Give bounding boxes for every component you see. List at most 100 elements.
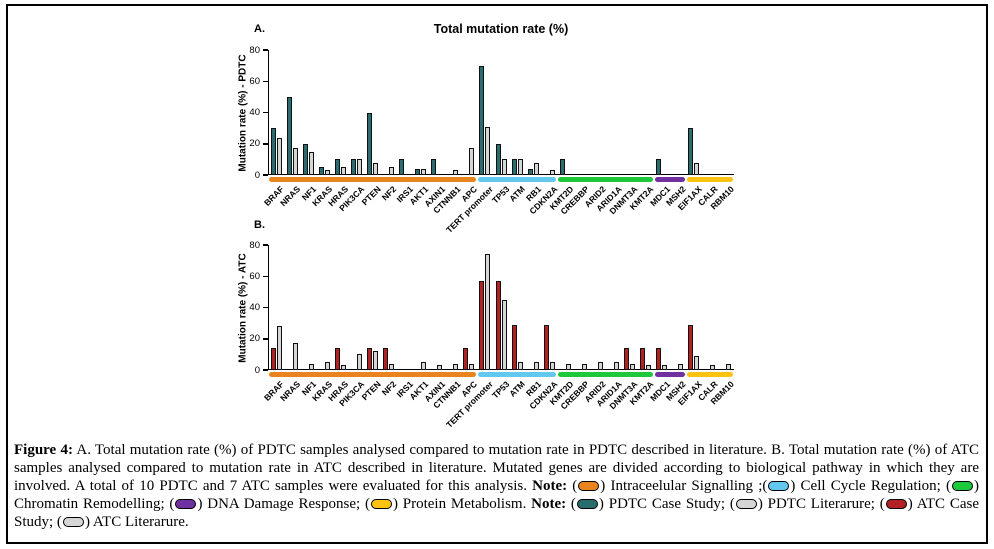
atc-literature-swatch: [62, 517, 84, 527]
bar: [421, 168, 427, 175]
plot-area: [268, 245, 734, 370]
bar: [350, 159, 356, 175]
bar: [662, 365, 668, 370]
plot-area: [268, 50, 734, 175]
x-tick-label: NF2: [380, 379, 399, 398]
caption-text: Note:: [531, 496, 567, 512]
bar: [485, 254, 491, 370]
caption-text: Note:: [532, 478, 568, 494]
figure-border: [6, 4, 988, 544]
pathway-band-chromatin-remodelling: [558, 177, 653, 182]
dna-damage-response-swatch: [175, 499, 197, 509]
bar: [688, 324, 694, 370]
bar: [356, 159, 362, 175]
bar: [479, 280, 485, 370]
bar: [453, 363, 459, 370]
bar: [389, 167, 395, 175]
bar: [276, 137, 282, 175]
bar: [302, 143, 308, 175]
bar: [356, 354, 362, 370]
pdtc-case-study-swatch: [576, 499, 598, 509]
bar: [334, 159, 340, 175]
bar: [613, 362, 619, 370]
y-tick-mark: [263, 306, 268, 309]
bar: [415, 168, 421, 175]
bar: [495, 280, 501, 370]
y-tick-mark: [263, 338, 268, 340]
bar: [527, 168, 533, 175]
bar: [710, 365, 716, 370]
bar: [559, 159, 565, 175]
bar: [656, 348, 662, 370]
caption-text: ) Intraceelular Signalling ;(: [600, 478, 768, 494]
bar: [511, 159, 517, 175]
bar: [688, 128, 694, 175]
caption-text: A. Total mutation rate (%) of PDTC sampl…: [14, 442, 979, 494]
bar: [624, 348, 630, 370]
bar: [399, 159, 405, 175]
bar: [517, 362, 523, 370]
bar: [421, 362, 427, 370]
panel-a-label: A.: [254, 23, 265, 35]
bar: [334, 348, 340, 370]
bar: [286, 96, 292, 175]
y-tick-label: 20: [249, 333, 260, 345]
bar: [276, 326, 282, 370]
bar: [340, 167, 346, 175]
protein-metabolism-swatch: [370, 499, 392, 509]
bar: [533, 162, 539, 175]
bar: [389, 363, 395, 370]
pathway-band-protein-metabolism: [686, 372, 733, 377]
bar: [383, 348, 389, 370]
caption-text: Figure 4:: [14, 442, 73, 458]
bar: [630, 363, 636, 370]
pathway-band-protein-metabolism: [686, 177, 733, 182]
y-tick-label: 20: [249, 138, 260, 150]
bar: [501, 299, 507, 370]
bar: [694, 162, 700, 175]
bar: [646, 365, 652, 370]
panel-b-label: B.: [254, 219, 265, 231]
intracellular-signalling-swatch: [578, 481, 600, 491]
pathway-band-intracellular-signalling: [269, 372, 476, 377]
pathway-band-chromatin-remodelling: [558, 372, 653, 377]
bar: [581, 363, 587, 370]
bar: [324, 362, 330, 370]
bar: [270, 128, 276, 175]
caption-text: (: [566, 496, 576, 512]
bar: [372, 162, 378, 175]
bar: [437, 365, 443, 370]
pathway-band-intracellular-signalling: [269, 177, 476, 182]
y-tick-mark: [263, 174, 268, 176]
bar: [453, 170, 459, 175]
y-tick-mark: [263, 244, 268, 246]
y-tick-mark: [263, 143, 268, 145]
bar: [270, 348, 276, 370]
bar: [431, 159, 437, 175]
y-tick-mark: [263, 369, 268, 371]
caption-text: ) Protein Metabolism.: [392, 496, 532, 512]
bar: [495, 143, 501, 175]
x-tick-label: ATM: [507, 379, 528, 399]
bar: [366, 348, 372, 370]
y-tick-mark: [263, 80, 268, 82]
y-tick-label: 60: [249, 270, 260, 282]
bar: [324, 170, 330, 175]
bar: [678, 363, 684, 370]
pathway-band-cell-cycle-regulation: [477, 177, 557, 182]
bar: [485, 126, 491, 175]
cell-cycle-regulation-swatch: [768, 481, 790, 491]
bar: [372, 351, 378, 370]
y-tick-label: 0: [254, 169, 260, 181]
figure-caption: Figure 4: A. Total mutation rate (%) of …: [14, 441, 979, 531]
y-tick-label: 0: [254, 364, 260, 376]
bar: [469, 148, 475, 175]
y-tick-label: 80: [249, 44, 260, 56]
bar: [726, 363, 732, 370]
bar: [463, 348, 469, 370]
bar: [340, 365, 346, 370]
caption-text: (: [567, 478, 578, 494]
bar: [308, 363, 314, 370]
